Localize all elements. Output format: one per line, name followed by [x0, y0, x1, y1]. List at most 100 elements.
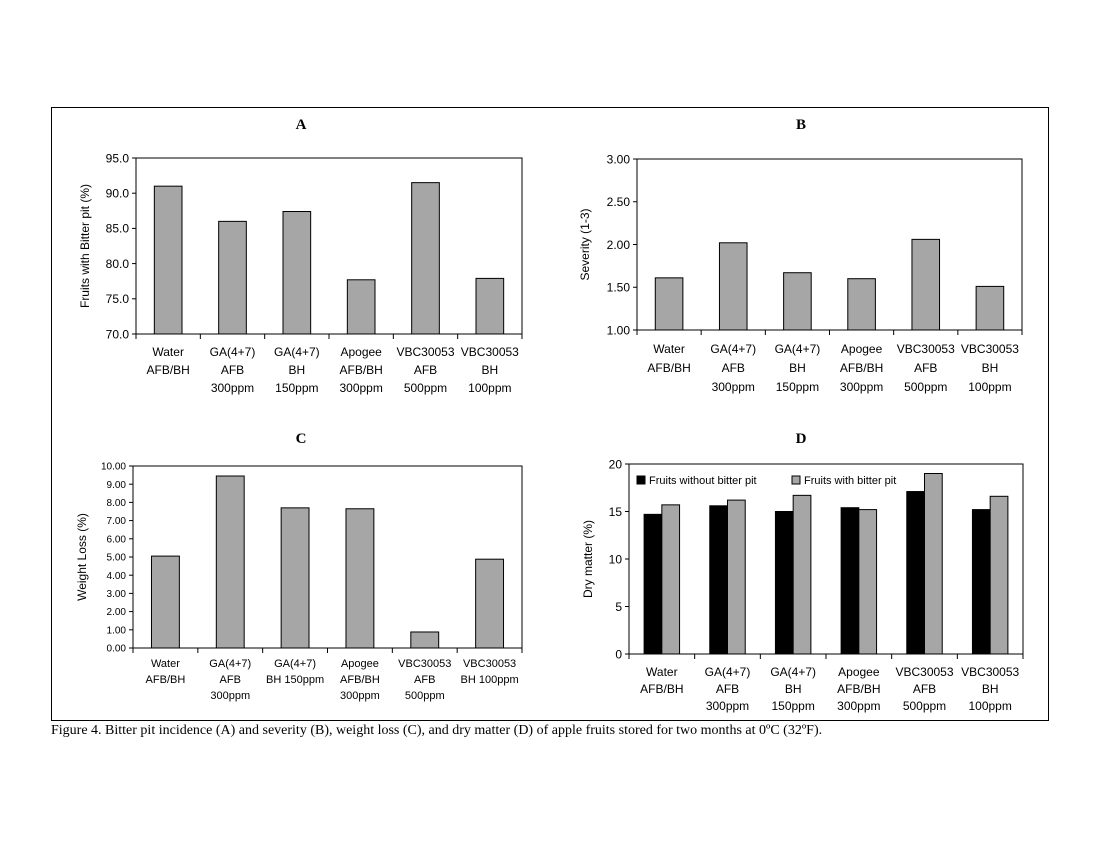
chart-b-bar	[718, 242, 748, 331]
chart-c-category-label: AFB/BH	[146, 674, 186, 686]
chart-c-category-label: GA(4+7)	[209, 658, 251, 670]
chart-c-category-label: AFB/BH	[340, 674, 380, 686]
chart-b-bar	[654, 277, 684, 331]
chart-d-category-label: 150ppm	[771, 699, 814, 713]
figure-charts: A 70.0 75.0 80.0 85.0 90.0 95.0 Fruits with Bit…	[75, 117, 1024, 713]
chart-c-bar	[150, 555, 180, 649]
chart-b-title: B	[796, 117, 806, 133]
chart-b-category-label: AFB	[722, 361, 745, 375]
chart-d-category-label: GA(4+7)	[770, 665, 816, 679]
chart-b-category-label: 100ppm	[968, 380, 1011, 394]
chart-a-category-label: AFB/BH	[146, 363, 189, 377]
chart-d-bar	[971, 509, 991, 655]
chart-a-category-label: Apogee	[340, 345, 382, 359]
chart-b-plot-area	[636, 158, 1023, 331]
chart-d-category-label: VBC30053	[961, 665, 1019, 679]
chart-b-bar	[911, 238, 941, 331]
chart-a-ytick-label: 85.0	[106, 222, 130, 236]
chart-d-ytick-label: 0	[615, 647, 622, 661]
chart-b-ytick-label: 2.00	[607, 238, 631, 252]
chart-a-plot-area	[135, 157, 523, 335]
chart-c-category-label: 300ppm	[210, 690, 250, 702]
chart-b-ylabel: Severity (1-3)	[578, 208, 592, 280]
chart-b-category-label: BH	[982, 361, 999, 375]
chart-a-bar	[153, 185, 183, 335]
figure-frame: A 70.0 75.0 80.0 85.0 90.0 95.0 Fruits with Bit…	[51, 107, 1049, 721]
chart-a-bar	[411, 182, 440, 335]
chart-a-category-label: 150ppm	[275, 381, 318, 395]
chart-b-ytick-label: 1.50	[607, 281, 631, 295]
chart-c-title: C	[296, 431, 307, 447]
chart-a-category-label: VBC30053	[461, 345, 519, 359]
chart-d-bar	[840, 507, 860, 655]
chart-c-ytick-label: 8.00	[107, 498, 127, 509]
chart-a-ytick-label: 95.0	[106, 151, 130, 165]
chart-a-ytick-label: 90.0	[106, 187, 130, 201]
chart-a-bar	[346, 279, 376, 335]
chart-c-bar	[475, 558, 505, 649]
chart-b-bar	[783, 272, 812, 331]
chart-d-bar	[727, 499, 746, 655]
chart-d-bar	[924, 473, 943, 655]
chart-c-ytick-label: 3.00	[107, 589, 127, 600]
chart-c-category-label: VBC30053	[398, 658, 451, 670]
chart-b-ytick-label: 2.50	[607, 195, 631, 209]
chart-d-category-label: 300ppm	[706, 699, 749, 713]
chart-a-category-label: GA(4+7)	[274, 345, 320, 359]
chart-c-bar	[345, 508, 375, 649]
chart-d-category-label: AFB	[716, 682, 739, 696]
figure-caption: Figure 4. Bitter pit incidence (A) and s…	[51, 723, 823, 738]
chart-d-bar	[989, 495, 1009, 655]
chart-a-ytick-label: 70.0	[106, 327, 130, 341]
chart-b-category-label: 300ppm	[712, 380, 755, 394]
chart-d-category-label: BH	[785, 682, 802, 696]
chart-b-category-label: AFB/BH	[840, 361, 883, 375]
chart-a-category-label: 500ppm	[404, 381, 447, 395]
chart-b-category-label: BH	[789, 361, 806, 375]
chart-c-bar	[280, 507, 310, 649]
chart-c-ytick-label: 9.00	[107, 480, 127, 491]
chart-a-category-label: GA(4+7)	[210, 345, 256, 359]
chart-a-bar	[475, 277, 505, 335]
chart-a-category-label: 100ppm	[468, 381, 511, 395]
chart-c-category-label: AFB	[414, 674, 435, 686]
chart-d-ytick-label: 15	[609, 505, 623, 519]
chart-b-category-label: Apogee	[841, 342, 883, 356]
chart-c-category-label: BH 150ppm	[266, 674, 324, 686]
chart-d-bar	[858, 509, 878, 655]
chart-b-bar	[847, 278, 876, 331]
chart-c-ytick-label: 2.00	[107, 607, 127, 618]
chart-c-category-label: Water	[151, 658, 180, 670]
chart-c-ytick-label: 0.00	[107, 644, 127, 655]
chart-d-category-label: BH	[982, 682, 999, 696]
chart-b-category-label: AFB	[914, 361, 937, 375]
chart-b-category-label: GA(4+7)	[710, 342, 756, 356]
chart-c-ytick-label: 10.00	[101, 462, 126, 473]
chart-d-ytick-label: 20	[609, 457, 623, 471]
chart-c-bar	[215, 475, 245, 649]
chart-d-bar	[774, 511, 794, 655]
chart-c-ylabel: Weight Loss (%)	[75, 513, 89, 601]
chart-a-category-label: BH	[288, 363, 305, 377]
chart-d-category-label: 100ppm	[968, 699, 1011, 713]
chart-c-category-label: BH 100ppm	[461, 674, 519, 686]
chart-d-bar	[792, 494, 812, 655]
chart-a-bar	[218, 220, 247, 335]
chart-a-category-label: BH	[481, 363, 498, 377]
chart-d-bar	[661, 504, 681, 655]
chart-b-ytick-label: 1.00	[607, 323, 631, 337]
chart-a-ytick-label: 80.0	[106, 257, 130, 271]
chart-d-category-label: AFB	[913, 682, 936, 696]
chart-d-plot-area	[628, 463, 1024, 655]
chart-c-category-label: GA(4+7)	[274, 658, 316, 670]
chart-d-legend-swatch	[791, 475, 801, 485]
chart-b-category-label: 150ppm	[776, 380, 819, 394]
chart-d-category-label: Apogee	[838, 665, 880, 679]
chart-d-ytick-label: 5	[615, 600, 622, 614]
chart-c-ytick-label: 1.00	[107, 625, 127, 636]
chart-d-title: D	[796, 431, 807, 447]
chart-d-category-label: Water	[646, 665, 678, 679]
chart-c-category-label: Apogee	[341, 658, 379, 670]
chart-d-legend-label: Fruits with bitter pit	[804, 475, 896, 487]
chart-d-ytick-label: 10	[609, 552, 623, 566]
